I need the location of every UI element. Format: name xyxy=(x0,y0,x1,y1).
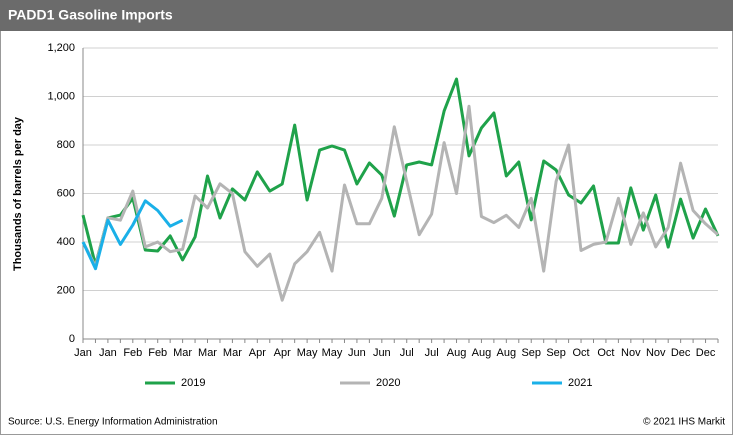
copyright: © 2021 IHS Markit xyxy=(643,417,725,428)
x-tick-label: Jul xyxy=(425,347,439,359)
x-tick-label: Jan xyxy=(99,347,117,359)
series-line xyxy=(81,199,184,271)
x-tick-label: Aug xyxy=(497,347,517,359)
y-axis-label: Thousands of barrels per day xyxy=(12,116,24,271)
y-tick-label: 1,200 xyxy=(47,42,75,54)
x-tick-label: Aug xyxy=(472,347,492,359)
source: Source: U.S. Energy Information Administ… xyxy=(8,417,218,428)
x-tick-label: Apr xyxy=(274,347,291,359)
x-tick-label: Oct xyxy=(572,347,589,359)
legend-label: 2021 xyxy=(568,377,592,389)
x-tick-label: Nov xyxy=(646,347,666,359)
x-tick-label: Mar xyxy=(198,347,217,359)
y-tick-label: 400 xyxy=(57,236,75,248)
x-tick-label: Jun xyxy=(348,347,366,359)
x-tick-label: Mar xyxy=(173,347,192,359)
header xyxy=(0,0,733,31)
x-tick-label: Feb xyxy=(148,347,167,359)
x-tick-label: Aug xyxy=(447,347,467,359)
x-tick-label: Sep xyxy=(546,347,566,359)
x-tick-label: Feb xyxy=(123,347,142,359)
x-tick-label: Jan xyxy=(74,347,92,359)
legend-label: 2019 xyxy=(181,377,205,389)
y-tick-label: 200 xyxy=(57,284,75,296)
x-tick-label: Nov xyxy=(621,347,641,359)
series-line xyxy=(81,77,720,267)
x-tick-label: May xyxy=(297,347,318,359)
x-tick-label: Dec xyxy=(696,347,716,359)
x-tick-label: Jul xyxy=(400,347,414,359)
y-tick-label: 1,000 xyxy=(47,90,75,102)
series-line xyxy=(81,104,719,302)
x-tick-label: Apr xyxy=(249,347,266,359)
y-tick-label: 800 xyxy=(57,139,75,151)
legend-label: 2020 xyxy=(376,377,400,389)
y-tick-label: 0 xyxy=(69,333,75,345)
x-tick-label: Oct xyxy=(597,347,614,359)
x-tick-label: Jun xyxy=(373,347,391,359)
x-tick-label: Dec xyxy=(671,347,691,359)
chart-title: PADD1 Gasoline Imports xyxy=(8,7,173,23)
x-tick-label: May xyxy=(322,347,343,359)
x-tick-label: Sep xyxy=(521,347,541,359)
x-tick-label: Mar xyxy=(223,347,242,359)
y-tick-label: 600 xyxy=(57,187,75,199)
